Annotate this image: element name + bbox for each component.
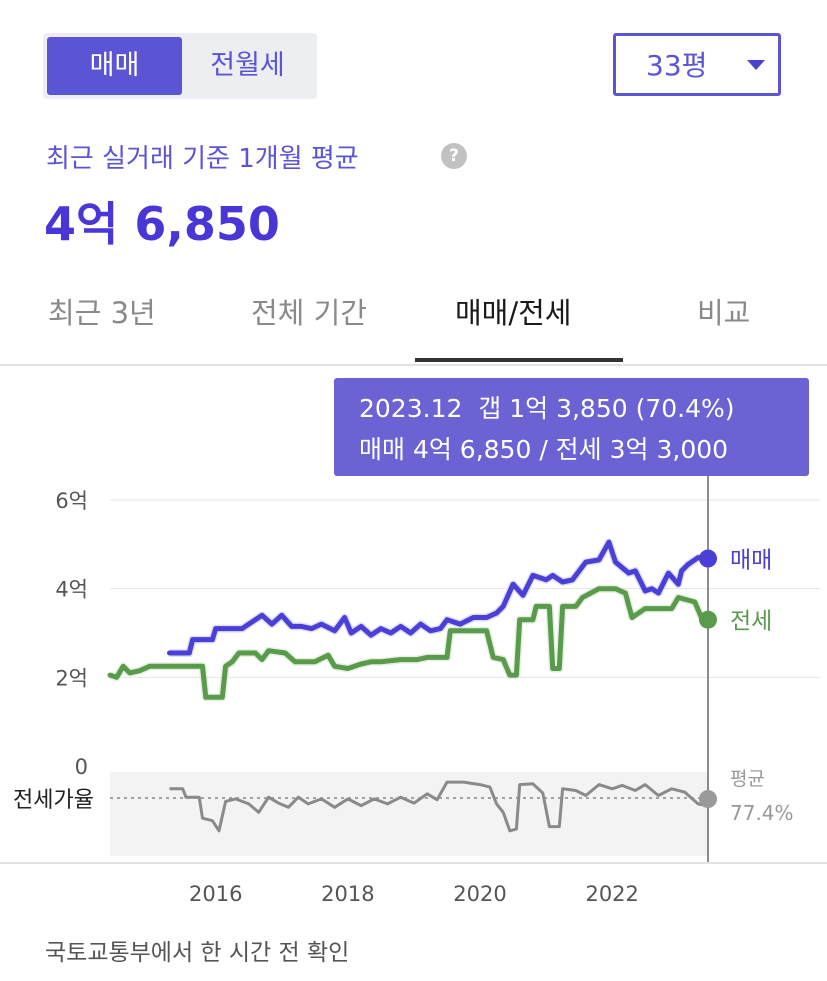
y-tick-label: 0 [75,755,88,779]
x-tick-label: 2016 [189,882,242,906]
ratio-end-marker [699,790,717,809]
price-basis-caption: 최근 실거래 기준 1개월 평균 [46,144,359,174]
y-tick-label: 2억 [55,666,88,690]
tab-sale-jeonse[interactable]: 매매/전세 [455,296,572,330]
series-end-label: 매매 [730,548,772,574]
y-tick-label: 4억 [55,578,88,602]
x-tick-label: 2022 [585,882,638,906]
ratio-label: 전세가율 [13,788,94,813]
ratio-line [169,780,709,833]
average-price: 4억 6,850 [44,197,280,251]
x-tick-label: 2018 [321,882,374,906]
active-tab-indicator [415,358,623,362]
chart-tooltip: 2023.12 갭 1억 3,850 (70.4%) 매매 4억 6,850 /… [334,378,809,476]
y-tick-label: 6억 [55,489,88,513]
tab-divider [0,364,827,366]
series-end-label: 전세 [730,609,772,635]
deal-type-rent-button[interactable]: 전월세 [210,50,285,81]
tooltip-gap-line: 2023.12 갭 1억 3,850 (70.4%) [359,394,735,423]
series-line-jeonse [107,586,711,700]
area-size-select[interactable]: 33평 [613,33,781,96]
ratio-average-label: 평균 [730,768,765,790]
series-end-marker [699,610,717,629]
series-end-marker [699,549,717,568]
x-tick-label: 2020 [453,882,506,906]
ratio-average-value: 77.4% [730,801,794,825]
data-source-note: 국토교통부에서 한 시간 전 확인 [45,940,350,966]
area-size-value: 33평 [646,49,708,82]
deal-type-sale-button[interactable]: 매매 [47,37,182,95]
tab-compare[interactable]: 비교 [697,296,751,330]
tooltip-price-line: 매매 4억 6,850 / 전세 3억 3,000 [359,435,729,464]
ratio-panel [110,772,708,856]
chart-bottom-divider [0,862,827,864]
tab-all-period[interactable]: 전체 기간 [251,296,367,330]
deal-type-toggle: 매매 전월세 [43,33,317,99]
chevron-down-icon [747,60,765,70]
help-icon[interactable]: ? [441,143,467,169]
tab-recent-3-years[interactable]: 최근 3년 [48,296,156,330]
series-line-sale [167,539,711,656]
